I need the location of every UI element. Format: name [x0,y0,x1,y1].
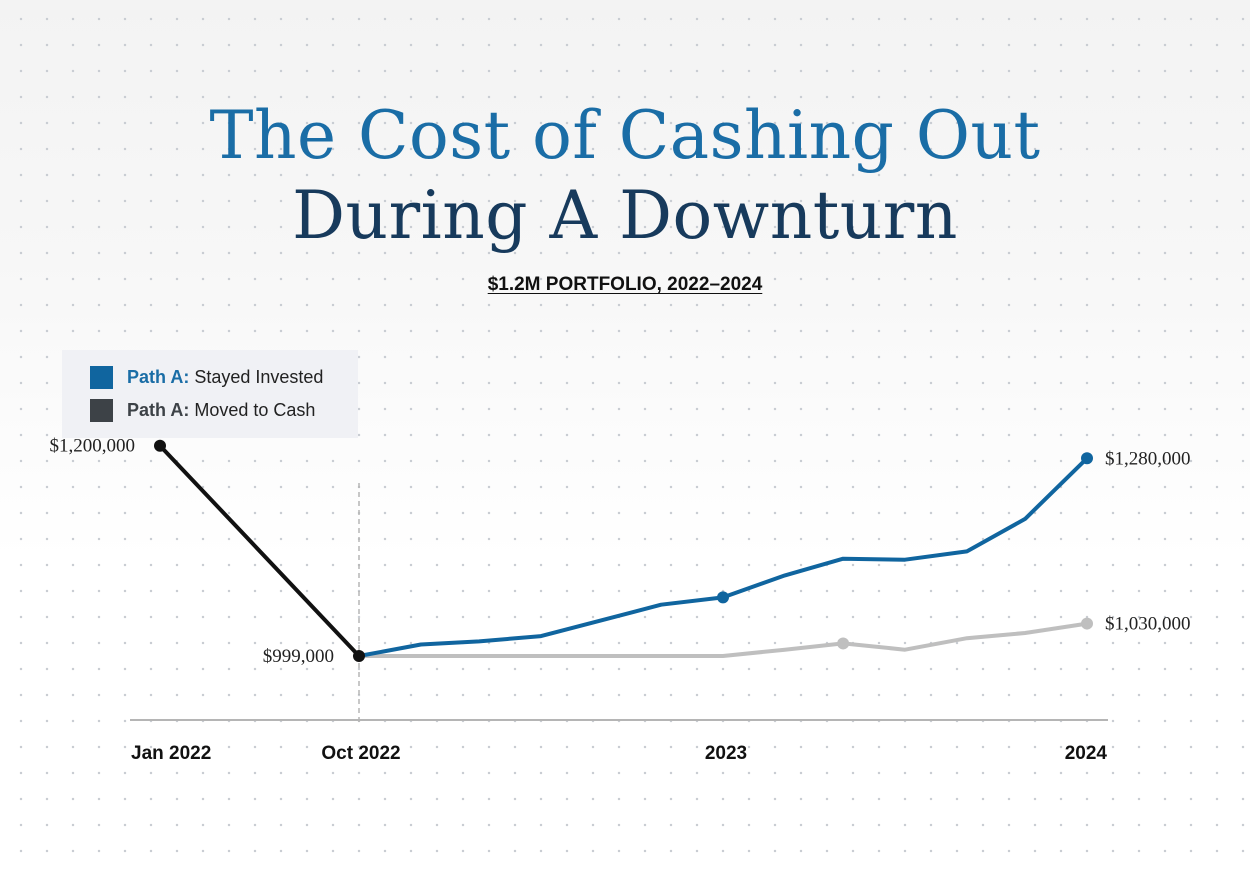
legend-label-stayed-invested: Path A: Stayed Invested [127,367,323,388]
series-line-stayed-invested [357,456,1089,658]
data-label: $1,200,000 [50,436,136,457]
series-line-decline [158,443,361,658]
data-label: $1,030,000 [1105,614,1191,635]
data-point [1081,452,1093,465]
legend-text: Moved to Cash [194,399,316,420]
x-tick-label: 2024 [1065,743,1108,764]
data-point [717,591,729,604]
data-point [154,439,166,452]
data-label: $1,280,000 [1105,448,1191,469]
x-tick-label: 2023 [705,743,747,764]
legend-text: Stayed Invested [194,366,324,387]
data-label: $999,000 [263,646,334,667]
chart-title-line-2: During A Downturn [292,177,958,254]
legend-prefix: Path A: [127,399,190,420]
chart-legend: Path A: Stayed Invested Path A: Moved to C… [62,350,358,438]
x-tick-label: Jan 2022 [131,743,211,764]
data-point [837,637,850,650]
legend-item-moved-to-cash: Path A: Moved to Cash [90,398,315,422]
legend-prefix: Path A: [127,366,190,387]
chart-subtitle: $1.2M PORTFOLIO, 2022–2024 [487,274,763,295]
legend-swatch-moved-to-cash [90,398,113,422]
series-line-moved-to-cash [357,621,1089,658]
legend-swatch-stayed-invested [90,365,113,389]
x-tick-label: Oct 2022 [321,743,400,764]
chart-title-line-1: The Cost of Cashing Out [209,97,1041,174]
legend-label-moved-to-cash: Path A: Moved to Cash [127,400,315,421]
data-point [353,650,365,662]
legend-item-stayed-invested: Path A: Stayed Invested [90,365,323,389]
data-point [1081,617,1093,630]
